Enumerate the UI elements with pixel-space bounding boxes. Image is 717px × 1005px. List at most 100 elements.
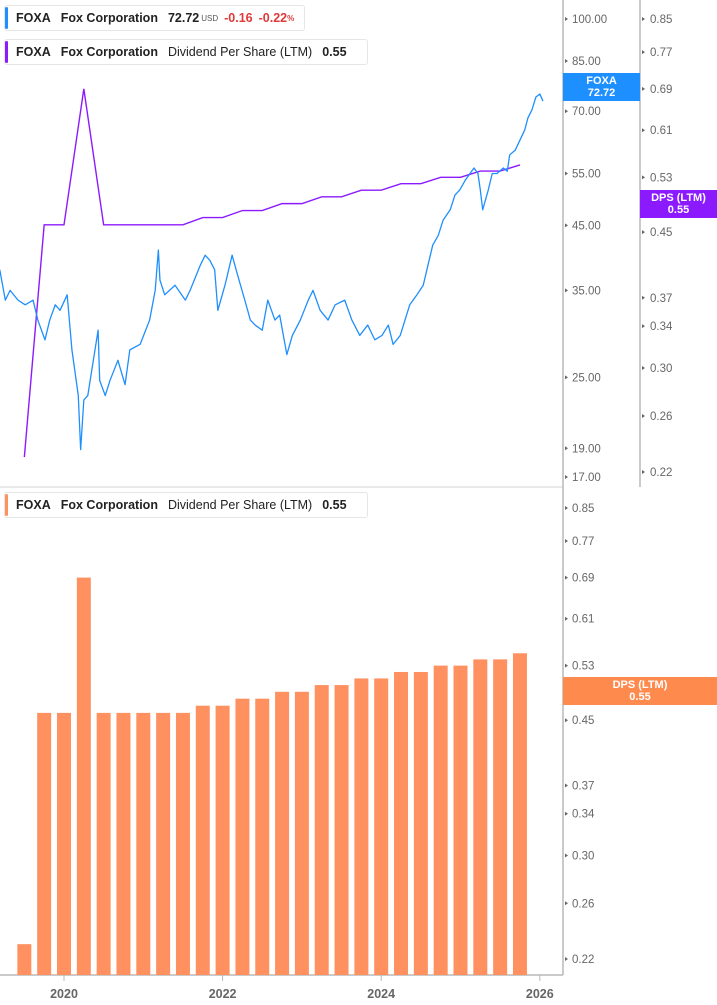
dps-bottom-tick-mark	[565, 811, 568, 816]
legend-change: -0.16	[224, 11, 253, 25]
price-tick-label: 45.00	[572, 220, 601, 232]
dps-bottom-tick-label: 0.69	[572, 573, 594, 585]
price-tick-mark	[565, 375, 568, 380]
dps-bottom-tick-mark	[565, 538, 568, 543]
dps-top-tick-mark	[642, 175, 645, 180]
price-tick-label: 55.00	[572, 169, 601, 181]
dps-bar	[433, 665, 448, 975]
dps-line	[23, 88, 521, 458]
dps-bottom-tick-label: 0.85	[572, 503, 594, 515]
dps-bar	[354, 678, 369, 975]
dps-bar	[76, 577, 91, 975]
legend-pct-sign: %	[287, 13, 295, 23]
dps-bottom-tick-mark	[565, 901, 568, 906]
dps-bottom-legend[interactable]: FOXA Fox Corporation Dividend Per Share …	[4, 492, 368, 518]
dps-top-tick-mark	[642, 86, 645, 91]
price-legend-color	[5, 7, 8, 29]
price-line	[0, 93, 544, 451]
price-tick-mark	[565, 288, 568, 293]
dps-top-tick-label: 0.77	[650, 47, 672, 59]
x-tick-label: 2020	[50, 987, 78, 1001]
price-tick-mark	[565, 223, 568, 228]
dps-bottom-tick-label: 0.30	[572, 851, 594, 863]
dps-bottom-badge-label: DPS (LTM)	[612, 679, 668, 691]
dps-bar	[294, 691, 309, 975]
legend-value: 0.55	[322, 498, 347, 512]
dps-top-tick-mark	[642, 324, 645, 329]
price-tick-mark	[565, 109, 568, 114]
dps-bar	[195, 705, 210, 975]
price-badge-value: 72.72	[587, 87, 616, 99]
price-tick-mark	[565, 446, 568, 451]
dps-bar	[413, 671, 428, 975]
dps-bottom-tick-mark	[565, 663, 568, 668]
price-tick-label: 100.00	[572, 14, 607, 26]
dps-bar	[235, 698, 250, 975]
price-badge: FOXA 72.72	[563, 73, 640, 101]
dps-bar	[255, 698, 270, 975]
dps-top-tick-label: 0.26	[650, 411, 672, 423]
dps-top-tick-label: 0.61	[650, 125, 672, 137]
price-tick-label: 25.00	[572, 372, 601, 384]
dps-bar	[394, 671, 409, 975]
dps-bottom-tick-mark	[565, 853, 568, 858]
dps-bar	[96, 712, 111, 975]
price-tick-mark	[565, 17, 568, 21]
dps-top-tick-mark	[642, 366, 645, 371]
price-tick-label: 85.00	[572, 56, 601, 68]
x-tick-label: 2024	[367, 987, 395, 1001]
dps-top-tick-mark	[642, 230, 645, 235]
dps-top-tick-label: 0.34	[650, 321, 673, 333]
dps-top-legend[interactable]: FOXA Fox Corporation Dividend Per Share …	[4, 39, 368, 65]
dps-bar	[175, 712, 190, 975]
dps-top-tick-mark	[642, 50, 645, 55]
price-badge-label: FOXA	[586, 75, 617, 87]
dps-bar	[17, 944, 32, 975]
dps-top-tick-mark	[642, 414, 645, 419]
dps-top-tick-label: 0.69	[650, 84, 672, 96]
legend-metric: Dividend Per Share (LTM)	[167, 45, 313, 59]
dps-bar	[453, 665, 468, 975]
dps-bar	[156, 712, 171, 975]
price-tick-label: 70.00	[572, 106, 601, 118]
dps-bottom-tick-label: 0.22	[572, 954, 594, 966]
price-tick-label: 17.00	[572, 472, 601, 484]
dps-bottom-badge: DPS (LTM) 0.55	[563, 677, 717, 705]
dps-top-tick-label: 0.45	[650, 227, 672, 239]
dps-bar	[136, 712, 151, 975]
dps-bottom-tick-mark	[565, 616, 568, 621]
dps-top-tick-mark	[642, 470, 645, 474]
dps-bottom-tick-mark	[565, 783, 568, 788]
dps-top-tick-label: 0.22	[650, 467, 672, 479]
dps-top-tick-mark	[642, 17, 645, 21]
dps-bar	[334, 685, 349, 975]
dps-bar	[314, 685, 329, 975]
price-tick-mark	[565, 171, 568, 176]
legend-price: 72.72	[167, 11, 200, 25]
dps-top-tick-label: 0.30	[650, 363, 672, 375]
price-tick-mark	[565, 475, 568, 479]
dps-bottom-legend-color	[5, 494, 8, 516]
dps-bottom-tick-label: 0.26	[572, 898, 594, 910]
dps-top-tick-label: 0.85	[650, 14, 672, 26]
dps-bottom-badge-value: 0.55	[629, 691, 651, 703]
dps-bottom-tick-label: 0.37	[572, 781, 594, 793]
x-tick-label: 2026	[526, 987, 554, 1001]
dps-top-tick-mark	[642, 295, 645, 300]
dps-top-tick-label: 0.37	[650, 293, 672, 305]
dps-bottom-tick-mark	[565, 957, 568, 961]
legend-metric: Dividend Per Share (LTM)	[167, 498, 313, 512]
dps-bottom-tick-label: 0.34	[572, 809, 595, 821]
price-legend[interactable]: FOXA Fox Corporation 72.72 USD -0.16 -0.…	[4, 5, 306, 31]
dps-bar	[374, 678, 389, 975]
legend-ticker: FOXA	[16, 45, 51, 59]
dps-bar	[57, 712, 71, 975]
dps-bottom-tick-mark	[565, 718, 568, 723]
price-tick-label: 19.00	[572, 443, 601, 455]
dps-bottom-tick-mark	[565, 506, 568, 510]
dps-bar	[493, 659, 508, 975]
dps-bottom-tick-mark	[565, 575, 568, 580]
legend-ticker: FOXA	[16, 11, 51, 25]
dps-bottom-tick-label: 0.45	[572, 715, 594, 727]
